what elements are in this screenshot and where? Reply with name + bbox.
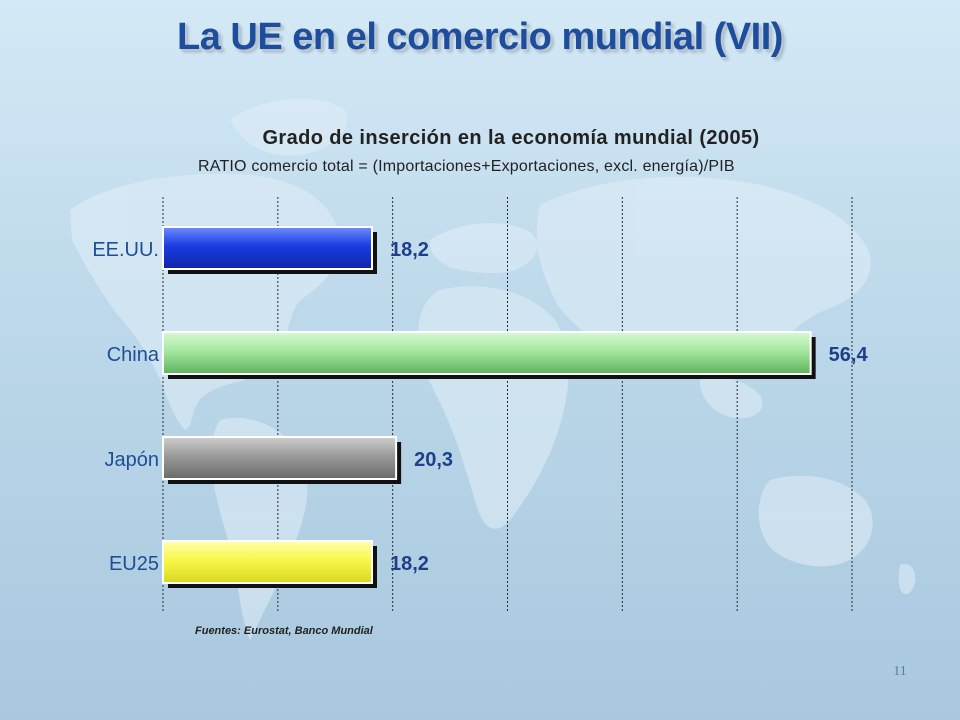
value-label: 18,2 bbox=[390, 553, 429, 575]
category-label: China bbox=[107, 344, 160, 366]
labels: EE.UU. 18,2 China 56,4 Japón 20,3 EU25 18,2 bbox=[92, 239, 868, 575]
bar-0 bbox=[162, 226, 373, 270]
value-label: 56,4 bbox=[829, 344, 869, 366]
value-label: 18,2 bbox=[390, 239, 429, 261]
bars bbox=[162, 226, 816, 588]
bar-2 bbox=[162, 436, 398, 480]
chart-title: Grado de inserción en la economía mundia… bbox=[262, 127, 760, 149]
bar-1 bbox=[162, 331, 812, 375]
source-note: Fuentes: Eurostat, Banco Mundial bbox=[195, 625, 373, 637]
page-number: 11 bbox=[893, 664, 907, 679]
value-label: 20,3 bbox=[414, 449, 453, 471]
category-label: EU25 bbox=[109, 553, 159, 575]
slide-title: La UE en el comercio mundial (VII) bbox=[177, 16, 783, 58]
bar-3 bbox=[162, 540, 373, 584]
category-label: EE.UU. bbox=[92, 239, 159, 261]
category-label: Japón bbox=[105, 449, 160, 471]
chart-subtitle: RATIO comercio total = (Importaciones+Ex… bbox=[198, 158, 735, 175]
